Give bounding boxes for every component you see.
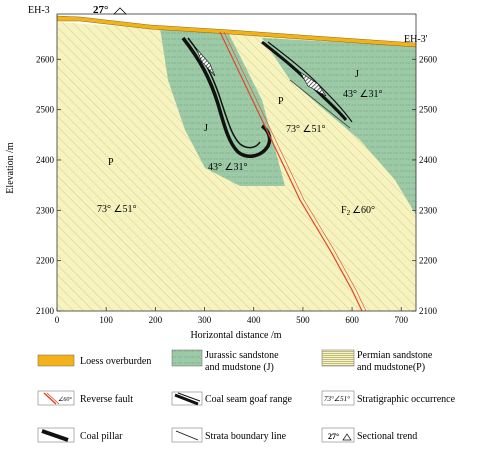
section-right-label: EH-3' bbox=[404, 34, 428, 45]
reverse-fault-line-2 bbox=[223, 31, 367, 311]
trend-triangle-icon bbox=[113, 7, 127, 15]
x-tick-label: 700 bbox=[394, 315, 408, 325]
x-tick-label: 200 bbox=[149, 315, 163, 325]
legend-loess-label: Loess overburden bbox=[80, 356, 151, 367]
x-axis-label: Horizontal distance /m bbox=[190, 330, 281, 341]
y-axis-ticks-left: 2100 2200 2300 2400 2500 2600 bbox=[36, 54, 61, 316]
y-tick-label-right: 2600 bbox=[419, 54, 438, 64]
y-tick-label-left: 2200 bbox=[36, 256, 55, 266]
p-mid-occurrence: 73° ∠51° bbox=[286, 124, 325, 135]
legend-sectional-trend-icon: 27° bbox=[321, 427, 355, 443]
legend-reverse-fault-icon: ∠60° bbox=[37, 390, 75, 406]
reverse-fault-line bbox=[219, 31, 363, 311]
fault-label: F2 ∠60° bbox=[341, 205, 375, 217]
legend-coal-pillar-icon bbox=[37, 427, 75, 443]
legend-permian-label-line2: and mudstone(P) bbox=[357, 362, 425, 373]
legend-reverse-fault-label: Reverse fault bbox=[80, 394, 133, 405]
x-tick-label: 0 bbox=[55, 315, 60, 325]
y-tick-label-right: 2500 bbox=[419, 105, 438, 115]
legend-permian-swatch bbox=[321, 349, 355, 367]
legend-loess-swatch bbox=[37, 354, 75, 367]
x-tick-label: 400 bbox=[247, 315, 261, 325]
x-tick-label: 500 bbox=[296, 315, 310, 325]
y-axis-ticks-right: 2100 2200 2300 2400 2500 2600 bbox=[412, 54, 438, 316]
legend-stratigraphic-symbol: 73°∠51° bbox=[324, 395, 350, 403]
plot-frame bbox=[56, 13, 417, 312]
j-lower-occurrence: 43° ∠31° bbox=[208, 162, 247, 173]
y-tick-label-right: 2200 bbox=[419, 256, 438, 266]
coal-seam-right-2 bbox=[267, 41, 353, 123]
p-left-occurrence: 73° ∠51° bbox=[97, 204, 136, 215]
p-mid-label: P bbox=[278, 96, 284, 107]
legend-stratigraphic-icon: 73°∠51° bbox=[321, 390, 355, 406]
legend-goaf-icon bbox=[171, 391, 203, 406]
loess-layer bbox=[57, 15, 416, 48]
goaf-syncline bbox=[195, 47, 216, 77]
legend-strata-boundary-label: Strata boundary line bbox=[205, 431, 287, 442]
j-upper-label: J bbox=[355, 69, 359, 80]
section-left-label: EH-3 bbox=[28, 5, 50, 16]
legend-permian-label-line1: Permian sandstone bbox=[357, 350, 433, 361]
goaf-right bbox=[299, 71, 327, 97]
p-left-label: P bbox=[108, 157, 114, 168]
j-lower-label: J bbox=[204, 123, 208, 134]
legend-stratigraphic-label: Stratigraphic occurrence bbox=[357, 394, 456, 405]
legend-sectional-trend-label: Sectional trend bbox=[357, 431, 417, 442]
x-tick-label: 300 bbox=[198, 315, 212, 325]
legend-reverse-fault-symbol: ∠60° bbox=[58, 396, 72, 403]
y-tick-label-right: 2400 bbox=[419, 155, 438, 165]
x-tick-label: 600 bbox=[345, 315, 359, 325]
section-plot bbox=[57, 15, 416, 311]
coal-seam-syncline bbox=[181, 36, 272, 158]
section-trend-label: 27° bbox=[93, 4, 108, 16]
y-tick-label-left: 2300 bbox=[36, 205, 55, 215]
legend-jurassic-swatch bbox=[171, 349, 203, 367]
legend: Loess overburden Jurassic sandstone and … bbox=[37, 349, 456, 443]
legend-jurassic-label-line1: Jurassic sandstone bbox=[205, 350, 279, 361]
strata-boundary-line bbox=[289, 79, 351, 129]
legend-goaf-label: Coal seam goaf range bbox=[205, 394, 292, 405]
legend-strata-boundary-icon bbox=[171, 427, 203, 443]
jurassic-unit-right bbox=[262, 38, 416, 215]
x-axis-ticks: 0 100 200 300 400 500 600 700 bbox=[55, 307, 408, 325]
y-tick-label-left: 2500 bbox=[36, 105, 55, 115]
y-tick-label-left: 2100 bbox=[36, 306, 55, 316]
legend-jurassic-label-line2: and mudstone (J) bbox=[205, 362, 274, 373]
y-tick-label-left: 2600 bbox=[36, 54, 55, 64]
y-tick-label-right: 2300 bbox=[419, 205, 438, 215]
y-tick-label-left: 2400 bbox=[36, 155, 55, 165]
x-tick-label: 100 bbox=[99, 315, 113, 325]
legend-sectional-trend-symbol: 27° bbox=[328, 432, 339, 441]
legend-coal-pillar-label: Coal pillar bbox=[80, 431, 123, 442]
y-tick-label-right: 2100 bbox=[419, 306, 438, 316]
j-upper-occurrence: 43° ∠31° bbox=[343, 89, 382, 100]
y-axis-label: Elevation /m bbox=[5, 142, 16, 194]
